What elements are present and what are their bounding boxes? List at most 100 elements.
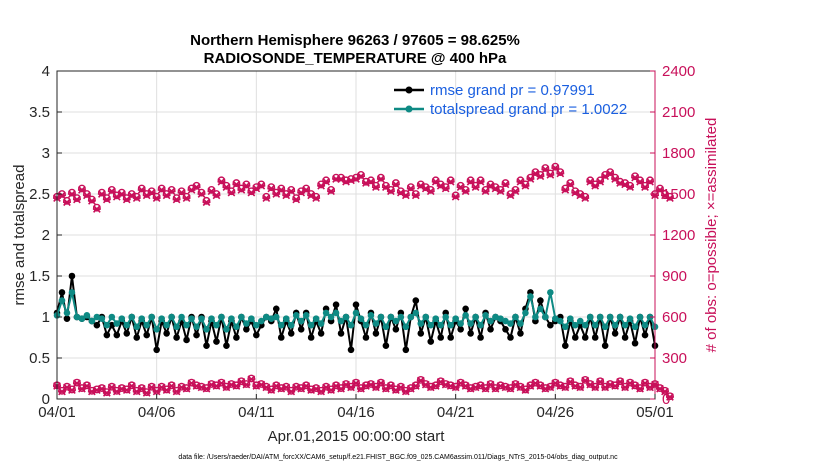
upper-obs-assimilated-marker — [262, 194, 271, 202]
totalspread-point — [457, 320, 464, 327]
totalspread-point — [78, 315, 86, 322]
rmse-point — [417, 330, 425, 337]
upper-obs-possible-marker — [197, 188, 206, 197]
upper-obs-possible-marker — [476, 176, 485, 185]
upper-obs-assimilated-marker — [371, 183, 380, 192]
upper-obs-assimilated-marker — [72, 195, 81, 204]
rmse-point — [487, 326, 494, 333]
upper-obs-assimilated-marker — [312, 194, 321, 202]
upper-obs-assimilated-marker — [646, 177, 654, 186]
totalspread-point — [586, 313, 594, 321]
totalspread-point — [307, 321, 315, 329]
upper-obs-possible-marker — [167, 185, 176, 194]
totalspread-point — [228, 315, 235, 322]
upper-obs-assimilated-marker — [172, 195, 181, 204]
totalspread-point — [258, 317, 265, 325]
upper-obs-assimilated-marker — [546, 171, 555, 179]
totalspread-point — [562, 323, 569, 331]
rmse-point — [507, 334, 514, 341]
upper-obs-possible-marker — [147, 187, 156, 196]
rmse-point — [537, 297, 544, 304]
totalspread-point — [442, 313, 450, 321]
upper-obs-assimilated-marker — [426, 187, 435, 196]
upper-obs-assimilated-marker — [411, 191, 420, 200]
upper-obs-possible-marker — [556, 168, 565, 177]
upper-obs-assimilated-marker — [152, 194, 161, 202]
upper-obs-possible-marker — [287, 185, 296, 194]
rmse-point — [621, 334, 629, 341]
rmse-point — [457, 326, 464, 333]
totalspread-point — [347, 321, 355, 329]
totalspread-point — [173, 323, 180, 331]
upper-obs-possible-marker — [501, 179, 510, 187]
rmse-point — [163, 330, 170, 337]
upper-obs-assimilated-marker — [376, 175, 385, 183]
totalspread-point — [447, 321, 454, 329]
totalspread-point — [248, 315, 255, 322]
rmse-point — [427, 338, 435, 345]
upper-obs-assimilated-marker — [556, 169, 565, 178]
tick-label-right: 900 — [662, 268, 687, 285]
totalspread-point — [297, 317, 305, 325]
upper-obs-possible-marker — [63, 196, 71, 205]
totalspread-point — [357, 315, 365, 322]
tick-label-right: 1800 — [662, 145, 695, 162]
totalspread-point — [223, 326, 230, 333]
upper-obs-possible-marker — [78, 184, 86, 193]
totalspread-point — [158, 315, 165, 322]
totalspread-point — [168, 313, 175, 321]
totalspread-point — [208, 315, 215, 322]
totalspread-point — [277, 321, 285, 329]
tick-label-bottom: 05/01 — [636, 404, 674, 421]
totalspread-point — [601, 323, 609, 331]
upper-obs-assimilated-marker — [451, 192, 460, 201]
totalspread-point — [352, 309, 360, 317]
totalspread-point — [342, 313, 350, 321]
upper-obs-assimilated-marker — [63, 198, 71, 207]
upper-obs-assimilated-marker — [132, 194, 141, 202]
rmse-point — [193, 331, 200, 339]
upper-obs-assimilated-marker — [496, 187, 505, 196]
totalspread-point — [218, 313, 225, 321]
rmse-point — [133, 334, 141, 341]
upper-obs-possible-marker — [177, 187, 186, 196]
totalspread-point — [108, 313, 116, 321]
upper-obs-possible-marker — [372, 181, 380, 190]
totalspread-point — [636, 313, 644, 321]
rmse-point — [352, 301, 360, 309]
totalspread-point — [397, 313, 405, 321]
upper-obs-assimilated-marker — [581, 194, 590, 202]
totalspread-point — [292, 312, 300, 319]
tick-label-right: 1200 — [662, 227, 695, 244]
totalspread-point — [123, 321, 131, 329]
upper-obs-assimilated-marker — [536, 172, 545, 181]
upper-obs-possible-marker — [292, 194, 301, 203]
upper-obs-possible-marker — [97, 188, 106, 197]
upper-obs-assimilated-marker — [386, 187, 395, 196]
totalspread-point — [492, 313, 499, 321]
tick-label-right: 1500 — [662, 186, 695, 203]
rmse-point — [382, 342, 390, 350]
totalspread-point — [522, 309, 529, 317]
totalspread-point — [138, 315, 146, 322]
lower-obs-series — [53, 374, 674, 401]
upper-obs-possible-marker — [327, 185, 335, 194]
lower-obs-assimilated-marker — [576, 383, 585, 392]
upper-obs-possible-marker — [611, 173, 620, 182]
upper-obs-possible-marker — [102, 194, 111, 203]
totalspread-point — [68, 289, 76, 296]
totalspread-point — [193, 323, 200, 331]
upper-obs-assimilated-marker — [501, 180, 510, 189]
totalspread-point — [287, 321, 295, 329]
totalspread-point — [477, 321, 484, 329]
totalspread-point — [332, 309, 340, 317]
tick-label-left: 1 — [42, 309, 50, 326]
totalspread-point — [576, 317, 584, 325]
totalspread-point — [512, 313, 519, 321]
totalspread-point — [487, 317, 494, 325]
grid — [57, 71, 655, 399]
totalspread-point — [507, 320, 514, 327]
upper-obs-assimilated-marker — [58, 191, 66, 200]
rmse-point — [63, 315, 71, 322]
